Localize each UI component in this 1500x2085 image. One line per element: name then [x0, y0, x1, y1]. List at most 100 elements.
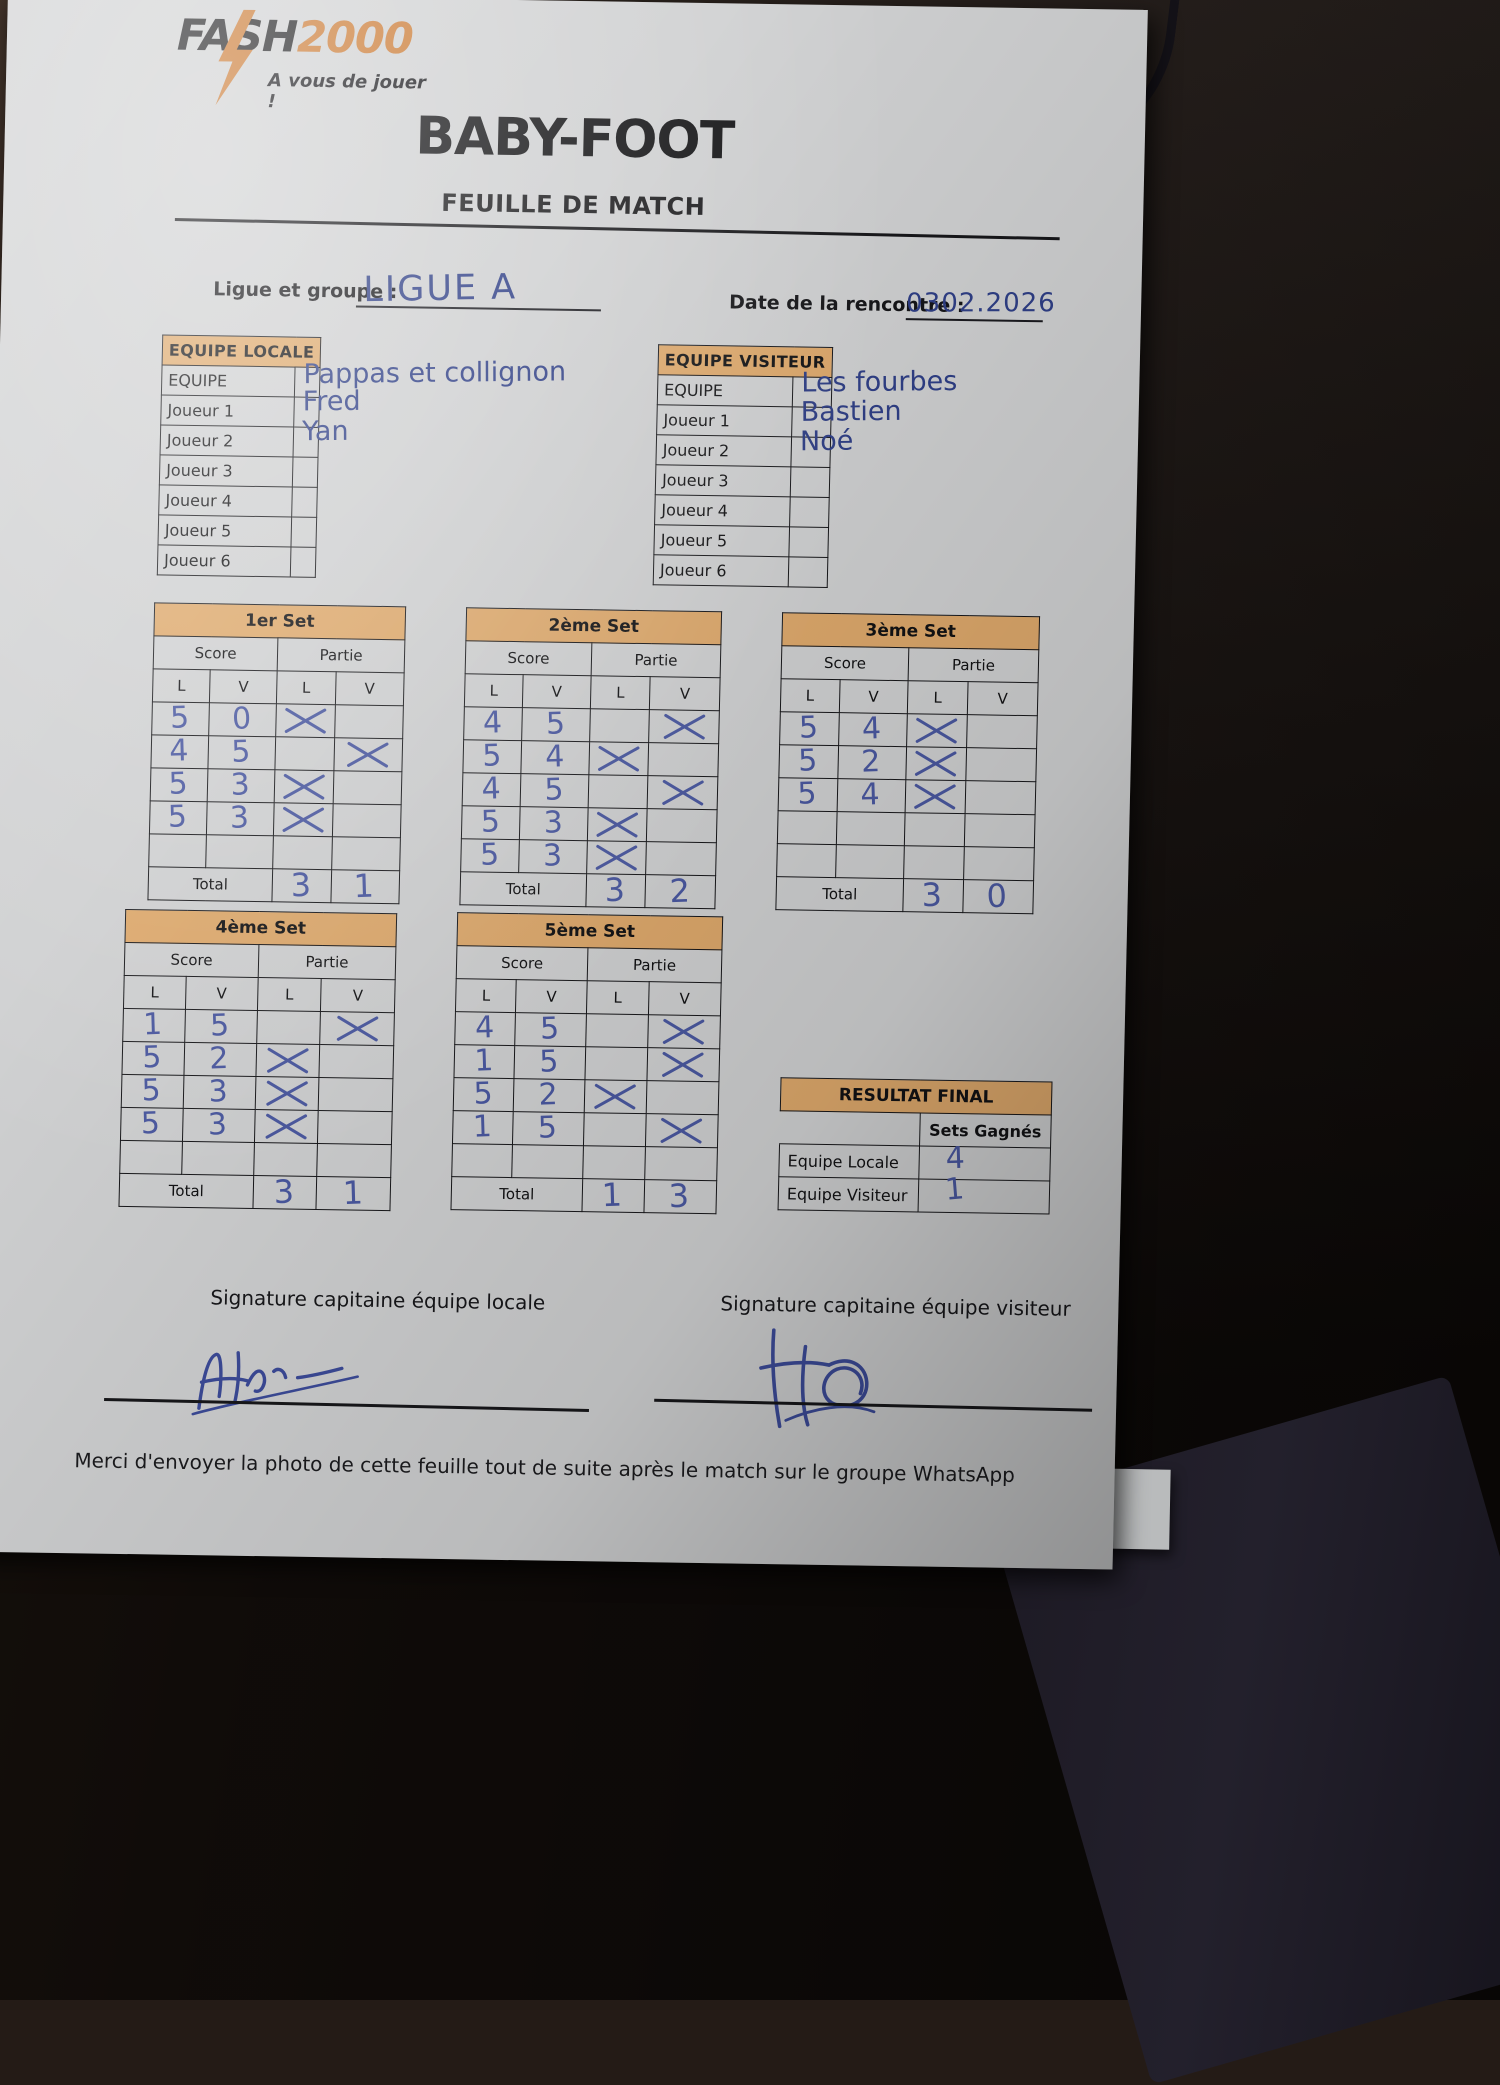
score-local-cell[interactable]: [148, 833, 207, 868]
total-visitor-cell[interactable]: 1: [315, 1173, 391, 1212]
partie-visitor-cell[interactable]: [318, 1077, 393, 1112]
visitor-player6-cell[interactable]: [788, 556, 828, 588]
partie-visitor-cell[interactable]: [645, 1080, 719, 1115]
local-signature-mark[interactable]: [191, 1330, 413, 1423]
score-visitor-cell[interactable]: [835, 844, 905, 879]
partie-local-cell[interactable]: [905, 779, 966, 814]
final-visitor-sets-cell[interactable]: 1: [917, 1171, 1050, 1215]
score-visitor-cell[interactable]: 5: [208, 734, 276, 770]
local-player3-cell[interactable]: [292, 457, 319, 488]
total-visitor-cell[interactable]: 1: [330, 867, 400, 905]
score-local-cell[interactable]: 4: [454, 1010, 516, 1046]
partie-local-cell[interactable]: [903, 845, 965, 880]
score-local-cell[interactable]: 5: [462, 738, 522, 774]
partie-visitor-cell[interactable]: [964, 813, 1036, 848]
score-local-cell[interactable]: 5: [778, 776, 838, 812]
partie-local-cell[interactable]: [583, 1112, 646, 1147]
score-visitor-cell[interactable]: 5: [515, 1011, 587, 1047]
visitor-player3-cell[interactable]: [790, 466, 830, 498]
partie-visitor-cell[interactable]: [332, 803, 402, 838]
partie-local-cell[interactable]: [905, 746, 967, 781]
score-visitor-cell[interactable]: 5: [512, 1110, 585, 1146]
total-local-cell[interactable]: 3: [902, 876, 964, 914]
partie-local-cell[interactable]: [587, 807, 648, 842]
partie-local-cell[interactable]: [253, 1142, 318, 1177]
partie-local-cell[interactable]: [275, 703, 336, 738]
score-visitor-cell[interactable]: 5: [521, 706, 591, 742]
score-visitor-cell[interactable]: 4: [520, 739, 590, 775]
partie-visitor-cell[interactable]: [649, 709, 720, 744]
partie-visitor-cell[interactable]: [332, 770, 402, 805]
score-visitor-cell[interactable]: 2: [183, 1041, 257, 1077]
score-local-cell[interactable]: 5: [120, 1106, 183, 1142]
score-visitor-cell[interactable]: 3: [206, 800, 275, 836]
partie-local-cell[interactable]: [588, 741, 650, 776]
partie-local-cell[interactable]: [584, 1046, 648, 1081]
partie-local-cell[interactable]: [586, 840, 647, 875]
score-visitor-cell[interactable]: 3: [518, 838, 588, 874]
partie-local-cell[interactable]: [584, 1079, 647, 1114]
score-local-cell[interactable]: 5: [151, 700, 210, 736]
score-visitor-cell[interactable]: 5: [514, 1044, 586, 1080]
score-visitor-cell[interactable]: 3: [182, 1107, 256, 1143]
visitor-player5-cell[interactable]: [788, 526, 829, 558]
score-local-cell[interactable]: 4: [462, 771, 521, 807]
visitor-player4-cell[interactable]: [789, 496, 829, 528]
score-visitor-cell[interactable]: [512, 1144, 584, 1179]
score-local-cell[interactable]: 5: [779, 710, 839, 746]
partie-local-cell[interactable]: [256, 1010, 321, 1045]
score-visitor-cell[interactable]: [181, 1141, 255, 1176]
partie-visitor-cell[interactable]: [648, 742, 719, 777]
score-local-cell[interactable]: 5: [460, 837, 520, 873]
score-local-cell[interactable]: [777, 810, 837, 845]
score-local-cell[interactable]: 1: [452, 1109, 514, 1145]
partie-visitor-cell[interactable]: [316, 1143, 392, 1178]
score-visitor-cell[interactable]: 0: [208, 701, 277, 737]
score-local-cell[interactable]: 5: [150, 766, 209, 802]
total-visitor-cell[interactable]: 2: [645, 872, 716, 910]
partie-local-cell[interactable]: [904, 812, 965, 847]
total-visitor-cell[interactable]: 0: [962, 877, 1034, 915]
partie-visitor-cell[interactable]: [646, 1047, 720, 1082]
total-local-cell[interactable]: 3: [585, 871, 647, 909]
score-visitor-cell[interactable]: 4: [838, 711, 908, 747]
partie-visitor-cell[interactable]: [965, 747, 1037, 782]
score-visitor-cell[interactable]: 4: [836, 777, 906, 813]
score-local-cell[interactable]: 5: [778, 743, 839, 779]
partie-local-cell[interactable]: [272, 835, 333, 870]
score-local-cell[interactable]: 5: [461, 804, 521, 840]
final-local-sets-cell[interactable]: 4: [918, 1141, 1051, 1182]
partie-visitor-cell[interactable]: [647, 775, 718, 810]
partie-local-cell[interactable]: [255, 1076, 319, 1111]
score-visitor-cell[interactable]: 2: [837, 744, 907, 780]
total-local-cell[interactable]: 3: [272, 866, 332, 904]
local-player2-cell[interactable]: Yan: [293, 416, 349, 458]
score-local-cell[interactable]: [776, 843, 836, 878]
league-value[interactable]: LIGUE A: [363, 267, 518, 311]
partie-local-cell[interactable]: [589, 708, 650, 743]
total-local-cell[interactable]: 3: [252, 1172, 317, 1211]
partie-visitor-cell[interactable]: [646, 841, 717, 876]
score-visitor-cell[interactable]: 5: [520, 772, 589, 808]
score-local-cell[interactable]: 1: [122, 1007, 186, 1043]
score-visitor-cell[interactable]: 2: [513, 1077, 585, 1113]
partie-visitor-cell[interactable]: [333, 737, 403, 772]
local-player4-cell[interactable]: [291, 487, 318, 518]
score-local-cell[interactable]: [119, 1140, 183, 1175]
total-visitor-cell[interactable]: 3: [643, 1177, 717, 1215]
local-player6-cell[interactable]: [290, 547, 317, 578]
partie-visitor-cell[interactable]: [319, 1011, 395, 1046]
score-local-cell[interactable]: 5: [149, 799, 208, 835]
partie-visitor-cell[interactable]: [964, 780, 1036, 815]
partie-visitor-cell[interactable]: [644, 1146, 718, 1181]
score-visitor-cell[interactable]: 5: [184, 1008, 258, 1044]
score-local-cell[interactable]: 4: [150, 733, 209, 769]
score-local-cell[interactable]: 5: [453, 1076, 515, 1112]
date-value[interactable]: 0302.2026: [906, 288, 1056, 319]
partie-visitor-cell[interactable]: [963, 846, 1035, 881]
partie-local-cell[interactable]: [255, 1043, 320, 1078]
score-local-cell[interactable]: 1: [453, 1043, 516, 1079]
partie-local-cell[interactable]: [906, 713, 968, 748]
partie-local-cell[interactable]: [254, 1109, 319, 1144]
score-visitor-cell[interactable]: 3: [207, 767, 276, 803]
